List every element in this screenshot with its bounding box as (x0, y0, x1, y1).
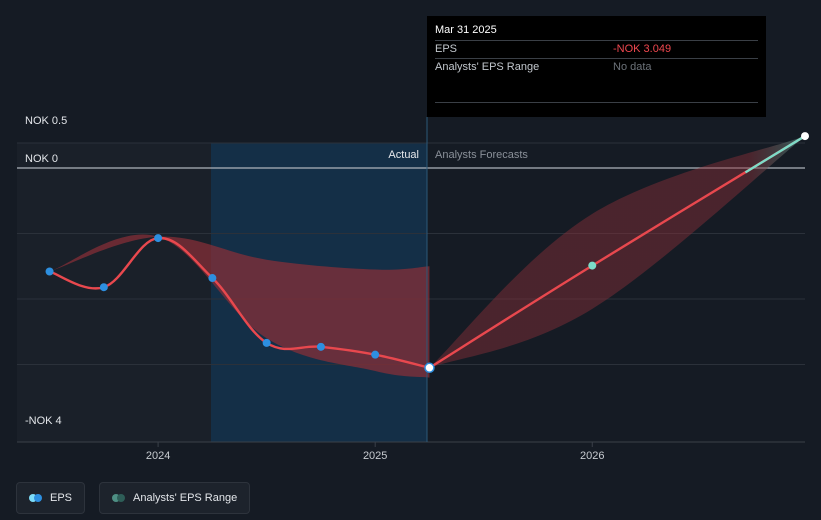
legend-range-button[interactable]: Analysts' EPS Range (99, 482, 251, 514)
historical-range-band (49, 234, 430, 378)
y-axis-labels: NOK 0.5 NOK 0 -NOK 4 (25, 115, 67, 427)
legend-eps-label: EPS (50, 492, 73, 504)
y-tick-label: NOK 0.5 (25, 115, 67, 127)
eps-point[interactable] (371, 350, 380, 359)
tooltip-eps-label: EPS (435, 43, 458, 55)
eps-point[interactable] (208, 274, 217, 283)
legend-eps-button[interactable]: EPS (16, 482, 86, 514)
tooltip-eps-value: -NOK 3.049 (613, 43, 672, 55)
eps-point[interactable] (316, 342, 325, 351)
eps-point[interactable] (154, 234, 163, 243)
legend-range-label: Analysts' EPS Range (133, 492, 238, 504)
tooltip-range-value: No data (613, 61, 652, 73)
y-tick-label: NOK 0 (25, 153, 58, 165)
tooltip-range-label: Analysts' EPS Range (435, 61, 540, 73)
range-legend-icon (112, 494, 126, 502)
forecast-label: Analysts Forecasts (435, 149, 528, 161)
eps-point[interactable] (262, 338, 271, 347)
actual-label: Actual (388, 149, 419, 161)
eps-forecast-point[interactable] (588, 261, 597, 270)
tooltip: Mar 31 2025 EPS -NOK 3.049 Analysts' EPS… (427, 16, 766, 117)
tooltip-range-row: Analysts' EPS Range No data (435, 58, 758, 76)
eps-actual-line (49, 236, 430, 369)
eps-points[interactable] (45, 132, 809, 374)
x-tick-label: 2025 (363, 450, 387, 462)
x-tick-label: 2026 (580, 450, 604, 462)
tooltip-divider (435, 102, 758, 103)
tooltip-eps-row: EPS -NOK 3.049 (435, 40, 758, 58)
y-tick-label: -NOK 4 (25, 415, 62, 427)
x-axis-labels: 2024 2025 2026 (146, 442, 605, 462)
eps-forecast-point[interactable] (801, 132, 809, 141)
eps-point[interactable] (99, 283, 108, 292)
tooltip-date: Mar 31 2025 (435, 24, 497, 36)
legend: EPS Analysts' EPS Range (16, 482, 251, 514)
x-tick-label: 2024 (146, 450, 170, 462)
eps-forecast-tail (744, 135, 806, 174)
past-shade (17, 143, 211, 442)
eps-point[interactable] (424, 362, 435, 374)
eps-point[interactable] (45, 267, 54, 276)
eps-legend-icon (29, 494, 42, 502)
